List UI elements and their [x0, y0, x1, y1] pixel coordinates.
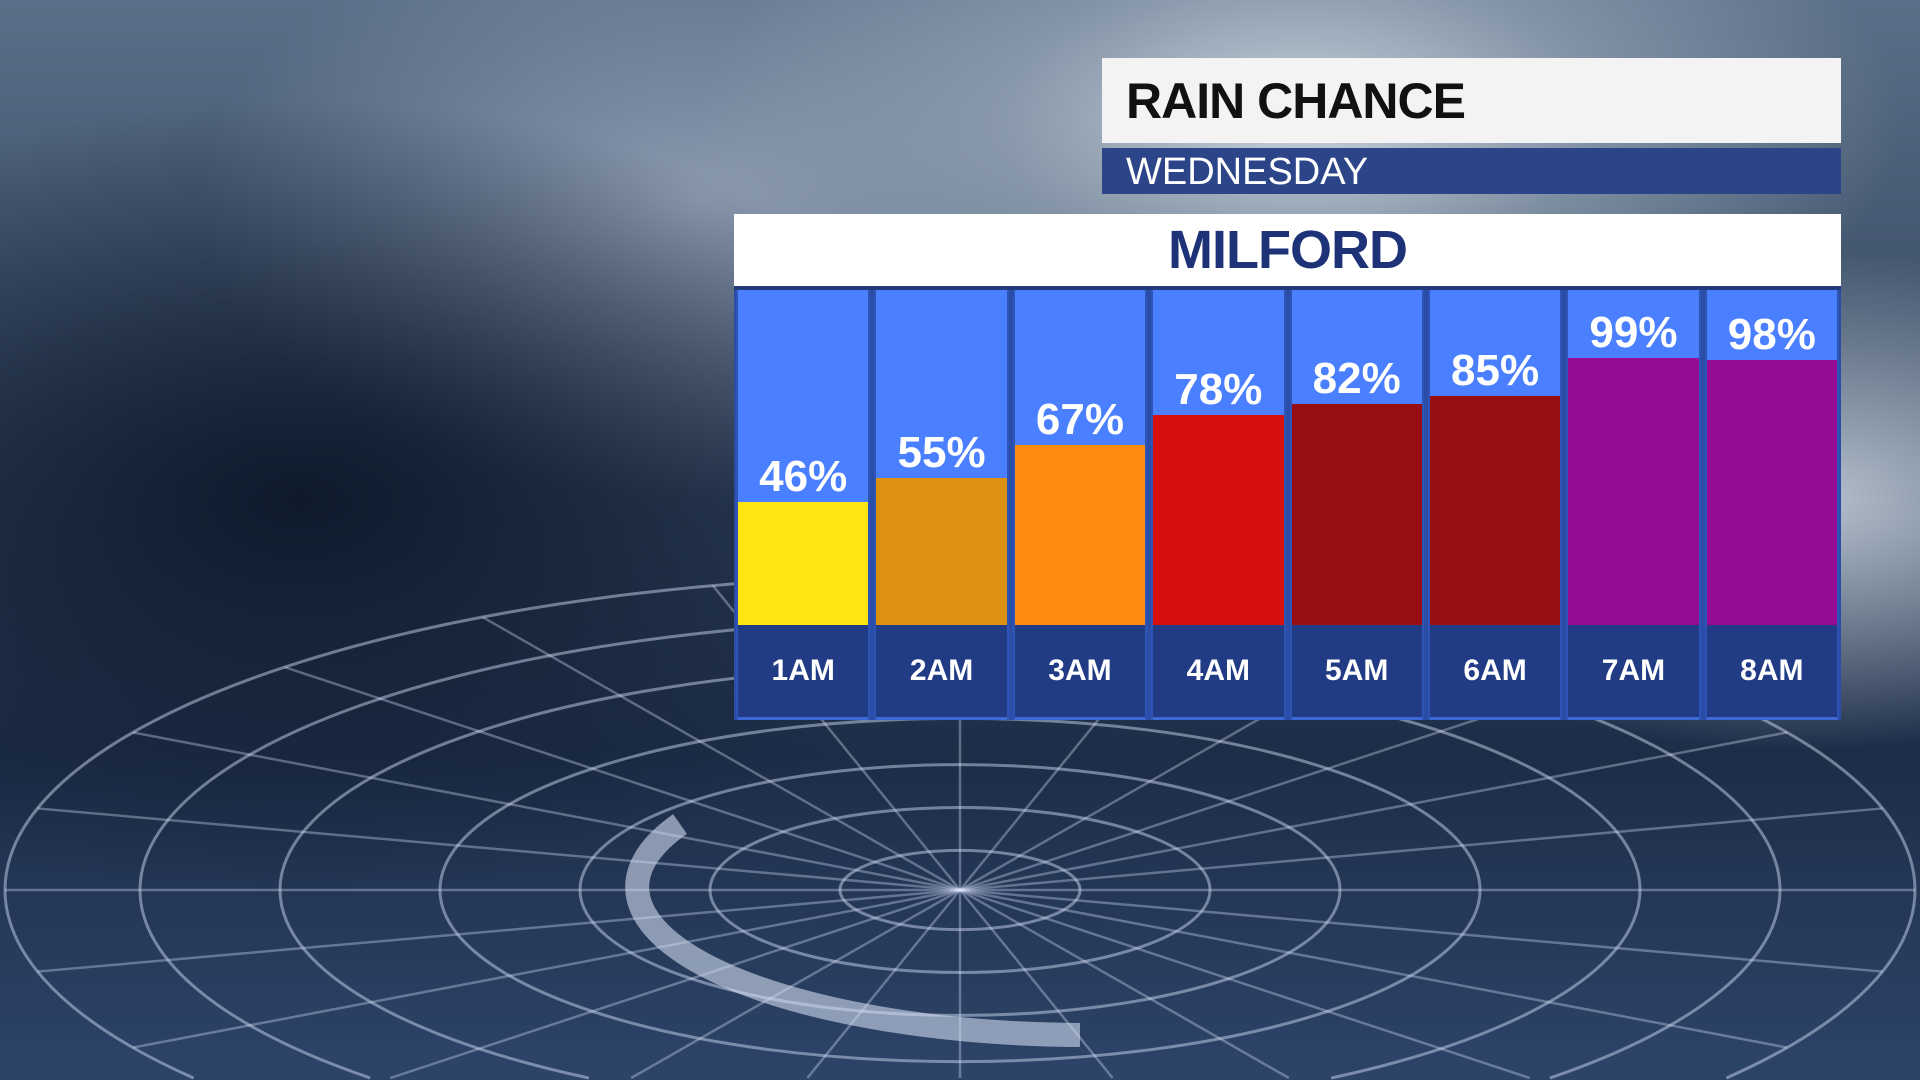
bar — [876, 477, 1007, 628]
bar — [1153, 415, 1284, 628]
location-label: MILFORD — [1168, 220, 1408, 280]
data-label: 67% — [1035, 395, 1124, 445]
radar-line — [959, 731, 1788, 892]
radar-line — [959, 807, 1883, 892]
location-banner: MILFORD — [734, 214, 1841, 290]
data-label: 98% — [1727, 310, 1816, 360]
chart-column-6AM: 85% 6AM — [1427, 290, 1563, 720]
x-tick-label: 4AM — [1153, 625, 1284, 720]
chart-column-8AM: 98% 8AM — [1704, 290, 1839, 720]
chart-column-2AM: 55% 2AM — [874, 290, 1009, 720]
radar-line — [806, 889, 961, 1079]
x-tick-label: 6AM — [1429, 625, 1561, 720]
x-tick-label: 8AM — [1706, 625, 1837, 720]
radar-line — [959, 889, 1114, 1079]
bar — [1014, 445, 1146, 628]
data-label: 55% — [897, 427, 986, 477]
bar — [1291, 404, 1422, 628]
radar-line — [630, 888, 961, 1080]
radar-line — [625, 814, 1081, 1047]
data-label: 46% — [759, 452, 848, 502]
radar-line — [959, 888, 1788, 1049]
title-banner: RAIN CHANCE — [1102, 58, 1841, 143]
radar-line — [481, 615, 961, 892]
chart-column-5AM: 82% 5AM — [1289, 290, 1424, 720]
radar-line — [37, 888, 961, 973]
x-tick-label: 5AM — [1291, 625, 1422, 720]
radar-line — [132, 888, 961, 1049]
bar — [738, 502, 869, 628]
data-label: 99% — [1589, 307, 1678, 357]
radar-line — [37, 807, 961, 892]
day-label: WEDNESDAY — [1126, 151, 1369, 193]
chart-title: RAIN CHANCE — [1126, 73, 1466, 129]
radar-line — [389, 888, 961, 1080]
radar-line — [959, 888, 1290, 1080]
data-label: 82% — [1312, 354, 1401, 404]
radar-line — [578, 763, 1342, 1017]
data-label: 78% — [1174, 365, 1263, 415]
bar — [1568, 357, 1699, 628]
rain-chance-chart: 46% 1AM 55% 2AM 67% 3AM 78% 4AM 82% 5AM 85% 6AM 99% 7… — [734, 290, 1841, 720]
radar-line — [959, 888, 1531, 1080]
day-banner: WEDNESDAY — [1102, 148, 1841, 194]
chart-column-3AM: 67% 3AM — [1012, 290, 1148, 720]
radar-line — [959, 888, 1883, 973]
data-label: 85% — [1451, 345, 1540, 395]
x-tick-label: 7AM — [1568, 625, 1699, 720]
x-tick-label: 1AM — [738, 625, 869, 720]
radar-line — [838, 848, 1082, 932]
bar — [1706, 360, 1837, 628]
x-tick-label: 3AM — [1014, 625, 1146, 720]
bar — [1429, 395, 1561, 628]
chart-column-4AM: 78% 4AM — [1151, 290, 1286, 720]
chart-column-1AM: 46% 1AM — [736, 290, 871, 720]
radar-line — [132, 731, 961, 892]
chart-column-7AM: 99% 7AM — [1566, 290, 1701, 720]
radar-line — [284, 665, 961, 892]
radar-line — [708, 806, 1212, 974]
x-tick-label: 2AM — [876, 625, 1007, 720]
